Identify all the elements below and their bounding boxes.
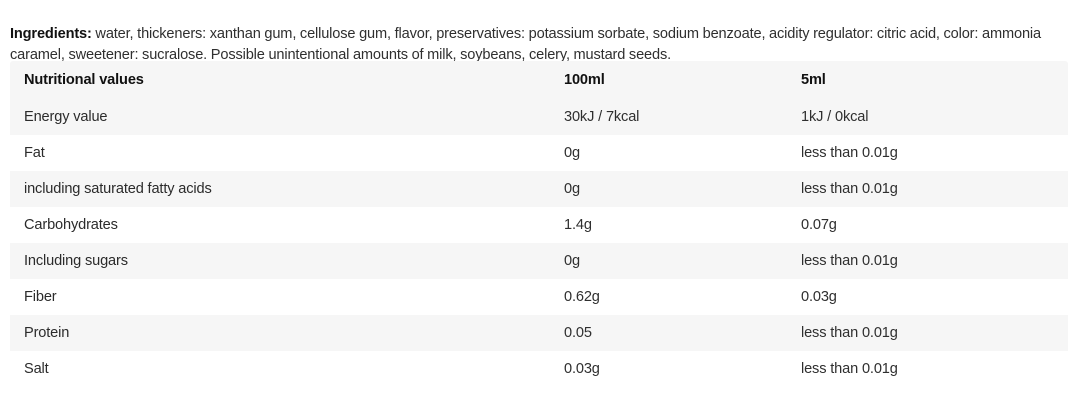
- nutrient-per-5ml: less than 0.01g: [787, 135, 1068, 171]
- nutrient-name: Fiber: [10, 279, 550, 315]
- nutrient-name: Salt: [10, 351, 550, 387]
- nutrient-per-100ml: 30kJ / 7kcal: [550, 99, 787, 135]
- table-row: Protein 0.05 less than 0.01g: [10, 315, 1068, 351]
- nutritional-values-table: Nutritional values 100ml 5ml Energy valu…: [10, 61, 1068, 387]
- table-row: Fiber 0.62g 0.03g: [10, 279, 1068, 315]
- nutrient-per-100ml: 0.05: [550, 315, 787, 351]
- column-header-per-5ml: 5ml: [787, 61, 1068, 99]
- nutrient-per-5ml: less than 0.01g: [787, 171, 1068, 207]
- table-row: Fat 0g less than 0.01g: [10, 135, 1068, 171]
- nutrient-per-100ml: 0g: [550, 135, 787, 171]
- table-row: Salt 0.03g less than 0.01g: [10, 351, 1068, 387]
- nutrient-per-100ml: 0.03g: [550, 351, 787, 387]
- nutrient-per-5ml: less than 0.01g: [787, 315, 1068, 351]
- nutrient-per-100ml: 0g: [550, 171, 787, 207]
- nutrient-per-100ml: 1.4g: [550, 207, 787, 243]
- table-row: Carbohydrates 1.4g 0.07g: [10, 207, 1068, 243]
- table-header: Nutritional values 100ml 5ml: [10, 61, 1068, 99]
- ingredients-label: Ingredients:: [10, 25, 92, 42]
- nutrient-per-5ml: 0.07g: [787, 207, 1068, 243]
- nutrient-name: Fat: [10, 135, 550, 171]
- nutrient-per-100ml: 0g: [550, 243, 787, 279]
- column-header-per-100ml: 100ml: [550, 61, 787, 99]
- table-header-row: Nutritional values 100ml 5ml: [10, 61, 1068, 99]
- nutrient-name: including saturated fatty acids: [10, 171, 550, 207]
- table-row: Energy value 30kJ / 7kcal 1kJ / 0kcal: [10, 99, 1068, 135]
- table-body: Energy value 30kJ / 7kcal 1kJ / 0kcal Fa…: [10, 99, 1068, 387]
- table-row: including saturated fatty acids 0g less …: [10, 171, 1068, 207]
- ingredients-paragraph: Ingredients: water, thickeners: xanthan …: [10, 24, 1072, 66]
- table-row: Including sugars 0g less than 0.01g: [10, 243, 1068, 279]
- nutrient-per-5ml: less than 0.01g: [787, 243, 1068, 279]
- ingredients-text: water, thickeners: xanthan gum, cellulos…: [10, 25, 1041, 63]
- nutrient-name: Carbohydrates: [10, 207, 550, 243]
- nutrient-name: Including sugars: [10, 243, 550, 279]
- nutrient-per-5ml: less than 0.01g: [787, 351, 1068, 387]
- nutrient-name: Protein: [10, 315, 550, 351]
- column-header-name: Nutritional values: [10, 61, 550, 99]
- nutrient-per-5ml: 0.03g: [787, 279, 1068, 315]
- nutrient-per-5ml: 1kJ / 0kcal: [787, 99, 1068, 135]
- nutrient-per-100ml: 0.62g: [550, 279, 787, 315]
- nutrient-name: Energy value: [10, 99, 550, 135]
